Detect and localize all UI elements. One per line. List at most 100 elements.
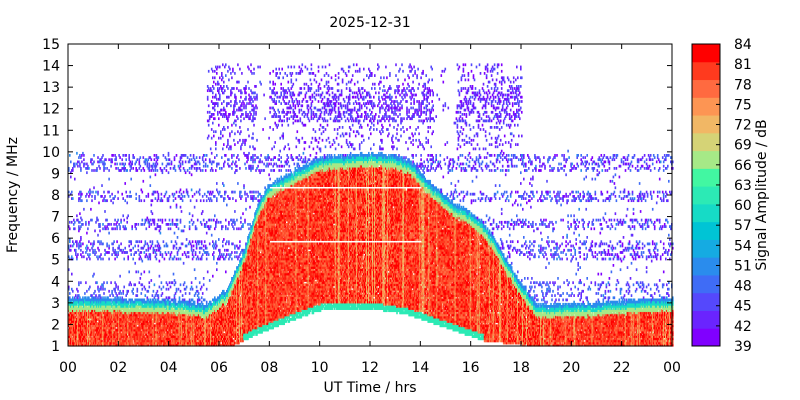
- heatmap-cell: [153, 190, 156, 194]
- heatmap-cell: [156, 289, 159, 293]
- heatmap-cell: [218, 238, 220, 241]
- heatmap-cell: [148, 307, 151, 310]
- heatmap-cell: [200, 242, 203, 246]
- heatmap-cell: [149, 322, 152, 326]
- heatmap-cell: [133, 333, 136, 336]
- heatmap-cell: [88, 341, 90, 345]
- heatmap-cell: [199, 328, 202, 332]
- heatmap-cell: [69, 326, 71, 330]
- heatmap-cell: [201, 341, 204, 345]
- heatmap-cell: [125, 343, 128, 347]
- heatmap-cell: [179, 335, 182, 338]
- heatmap-cell: [173, 223, 176, 226]
- heatmap-cell: [210, 192, 213, 196]
- heatmap-cell: [115, 320, 117, 323]
- heatmap-cell: [91, 315, 93, 319]
- heatmap-cell: [103, 324, 105, 328]
- heatmap-cell: [100, 253, 102, 256]
- heatmap-cell: [126, 330, 129, 334]
- heatmap-cell: [95, 169, 97, 172]
- heatmap-cell: [68, 287, 70, 291]
- heatmap-cell: [173, 279, 176, 282]
- heatmap-cell: [193, 162, 196, 166]
- heatmap-cell: [215, 141, 217, 144]
- heatmap-cell: [166, 330, 169, 334]
- heatmap-cell: [195, 337, 198, 341]
- heatmap-cell: [146, 335, 149, 338]
- heatmap-cell: [231, 251, 233, 254]
- heatmap-cell: [228, 102, 230, 105]
- heatmap-cell: [233, 138, 235, 142]
- heatmap-cell: [193, 318, 196, 321]
- heatmap-cell: [124, 343, 127, 347]
- heatmap-cell: [105, 335, 107, 338]
- heatmap-cell: [204, 341, 207, 345]
- heatmap-cell: [96, 335, 98, 338]
- heatmap-cell: [185, 322, 188, 326]
- heatmap-cell: [197, 242, 200, 246]
- heatmap-cell: [94, 195, 96, 198]
- heatmap-cell: [128, 343, 131, 347]
- heatmap-cell: [91, 322, 93, 326]
- heatmap-cell: [143, 199, 146, 203]
- heatmap-cell: [73, 335, 75, 338]
- heatmap-cell: [130, 167, 133, 170]
- heatmap-cell: [172, 298, 175, 302]
- heatmap-cell: [205, 199, 208, 203]
- heatmap-cell: [78, 156, 80, 159]
- heatmap-cell: [167, 328, 170, 332]
- heatmap-cell: [195, 335, 198, 338]
- heatmap-cell: [143, 311, 146, 315]
- heatmap-cell: [105, 307, 107, 310]
- heatmap-cell: [165, 287, 168, 291]
- heatmap-cell: [195, 339, 198, 343]
- heatmap-cell: [116, 227, 118, 231]
- heatmap-cell: [185, 343, 188, 347]
- heatmap-cell: [203, 192, 206, 196]
- heatmap-cell: [96, 324, 98, 328]
- heatmap-cell: [213, 311, 215, 315]
- heatmap-cell: [111, 328, 113, 332]
- heatmap-cell: [83, 318, 85, 321]
- heatmap-cell: [194, 253, 197, 256]
- heatmap-cell: [165, 330, 168, 334]
- heatmap-cell: [84, 307, 86, 310]
- heatmap-cell: [92, 343, 94, 347]
- heatmap-cell: [156, 244, 159, 248]
- heatmap-cell: [97, 343, 99, 347]
- heatmap-cell: [105, 322, 107, 326]
- heatmap-cell: [216, 328, 218, 332]
- heatmap-cell: [184, 337, 187, 341]
- heatmap-cell: [169, 307, 172, 310]
- heatmap-cell: [214, 341, 216, 345]
- heatmap-cell: [157, 248, 160, 252]
- heatmap-cell: [190, 318, 193, 321]
- heatmap-cell: [100, 300, 102, 304]
- heatmap-cell: [111, 311, 113, 315]
- heatmap-cell: [92, 248, 94, 252]
- heatmap-cell: [88, 305, 90, 308]
- heatmap-cell: [84, 298, 86, 302]
- heatmap-cell: [199, 257, 202, 261]
- heatmap-cell: [196, 335, 199, 338]
- heatmap-cell: [140, 272, 143, 276]
- heatmap-cell: [153, 330, 156, 334]
- heatmap-cell: [157, 307, 160, 310]
- heatmap-cell: [153, 320, 156, 323]
- heatmap-cell: [90, 315, 92, 319]
- heatmap-cell: [214, 117, 216, 121]
- heatmap-cell: [141, 326, 144, 330]
- heatmap-cell: [145, 305, 148, 308]
- heatmap-cell: [210, 307, 213, 310]
- heatmap-cell: [222, 147, 224, 151]
- heatmap-cell: [108, 158, 110, 162]
- heatmap-cell: [159, 333, 162, 336]
- heatmap-cell: [132, 307, 135, 310]
- heatmap-cell: [178, 309, 181, 313]
- heatmap-cell: [179, 322, 182, 326]
- heatmap-cell: [168, 333, 171, 336]
- heatmap-cell: [189, 287, 192, 291]
- heatmap-cell: [98, 341, 100, 345]
- heatmap-cell: [216, 341, 218, 345]
- heatmap-cell: [179, 246, 182, 250]
